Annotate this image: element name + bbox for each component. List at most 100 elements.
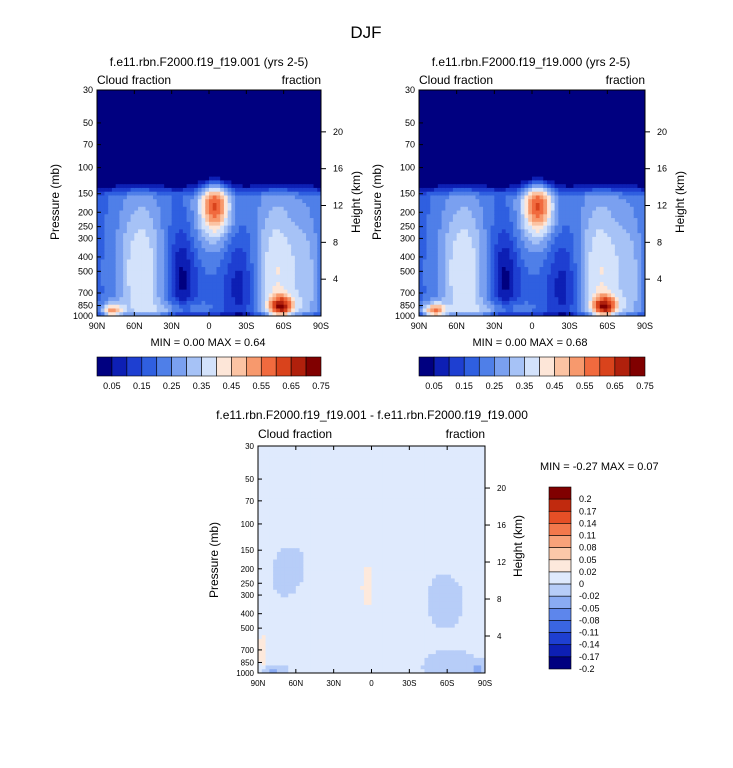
- contour-cell: [209, 176, 214, 181]
- contour-cell: [160, 218, 165, 223]
- contour-cell: [231, 169, 236, 174]
- contour-cell: [486, 270, 492, 276]
- contour-cell: [145, 105, 150, 110]
- contour-cell: [268, 203, 274, 208]
- contour-cell: [486, 251, 492, 257]
- contour-cell: [309, 270, 315, 276]
- contour-cell: [242, 210, 247, 215]
- contour-cell: [212, 297, 218, 302]
- contour-cell: [231, 161, 236, 166]
- contour-cell: [261, 297, 266, 302]
- contour-cell: [430, 229, 435, 234]
- contour-cell: [283, 101, 288, 106]
- contour-cell: [156, 161, 162, 166]
- contour-cell: [97, 150, 102, 155]
- contour-cell: [253, 172, 259, 178]
- contour-cell: [223, 127, 229, 133]
- contour-cell: [167, 176, 173, 181]
- contour-cell: [171, 180, 176, 185]
- contour-cell: [279, 108, 285, 114]
- contour-cell: [138, 297, 143, 302]
- contour-cell: [437, 199, 443, 204]
- contour-cell: [486, 206, 492, 212]
- contour-cell: [100, 285, 106, 291]
- contour-cell: [138, 240, 143, 246]
- contour-cell: [216, 289, 221, 294]
- contour-cell: [467, 300, 473, 306]
- contour-cell: [253, 105, 259, 110]
- contour-cell: [261, 123, 266, 129]
- contour-cell: [302, 270, 307, 276]
- contour-cell: [111, 255, 117, 261]
- contour-cell: [160, 116, 165, 121]
- contour-cell: [490, 123, 495, 129]
- contour-cell: [209, 146, 214, 151]
- contour-cell: [268, 210, 274, 215]
- contour-cell: [175, 233, 180, 238]
- contour-cell: [309, 274, 315, 279]
- contour-cell: [456, 278, 462, 283]
- contour-cell: [138, 165, 143, 170]
- contour-cell: [426, 210, 431, 215]
- contour-cell: [437, 127, 443, 133]
- contour-cell: [479, 225, 484, 230]
- contour-cell: [209, 285, 214, 291]
- contour-cell: [452, 154, 458, 159]
- contour-cell: [434, 267, 439, 272]
- contour-cell: [212, 131, 218, 136]
- contour-cell: [145, 270, 150, 276]
- contour-cell: [483, 304, 488, 310]
- contour-cell: [220, 300, 225, 306]
- contour-cell: [238, 259, 244, 264]
- contour-cell: [115, 93, 120, 99]
- contour-cell: [216, 120, 221, 125]
- contour-cell: [467, 127, 473, 133]
- contour-cell: [483, 293, 488, 298]
- contour-cell: [171, 90, 176, 95]
- contour-cell: [246, 225, 251, 230]
- contour-cell: [479, 293, 484, 298]
- contour-cell: [123, 251, 128, 257]
- contour-cell: [298, 263, 303, 268]
- contour-cell: [216, 244, 221, 249]
- contour-cell: [145, 154, 150, 159]
- contour-cell: [227, 127, 232, 133]
- colorbar-swatch: [96, 356, 113, 377]
- contour-cell: [153, 240, 158, 246]
- contour-cell: [437, 289, 443, 294]
- contour-cell: [437, 274, 443, 279]
- contour-cell: [227, 244, 232, 249]
- contour-cell: [283, 191, 288, 197]
- contour-cell: [126, 289, 132, 294]
- contour-cell: [238, 214, 244, 219]
- contour-cell: [220, 169, 225, 174]
- contour-cell: [138, 93, 143, 99]
- contour-cell: [194, 270, 199, 276]
- contour-cell: [153, 161, 158, 166]
- contour-cell: [419, 161, 424, 166]
- contour-cell: [130, 93, 135, 99]
- contour-cell: [460, 131, 465, 136]
- contour-cell: [268, 293, 274, 298]
- contour-cell: [182, 206, 188, 212]
- contour-cell: [456, 157, 462, 163]
- contour-cell: [100, 221, 106, 227]
- contour-cell: [175, 308, 180, 313]
- contour-cell: [164, 123, 169, 129]
- contour-cell: [441, 248, 446, 253]
- contour-cell: [261, 244, 266, 249]
- contour-cell: [287, 270, 292, 276]
- contour-cell: [175, 135, 180, 140]
- contour-cell: [483, 112, 488, 117]
- contour-cell: [130, 112, 135, 117]
- contour-cell: [306, 120, 311, 125]
- contour-cell: [441, 210, 446, 215]
- contour-cell: [287, 221, 292, 227]
- colorbar-label: 0.25: [163, 381, 181, 391]
- contour-cell: [467, 112, 473, 117]
- contour-cell: [160, 123, 165, 129]
- contour-cell: [141, 304, 147, 310]
- contour-cell: [246, 255, 251, 261]
- contour-cell: [123, 203, 128, 208]
- contour-cell: [175, 131, 180, 136]
